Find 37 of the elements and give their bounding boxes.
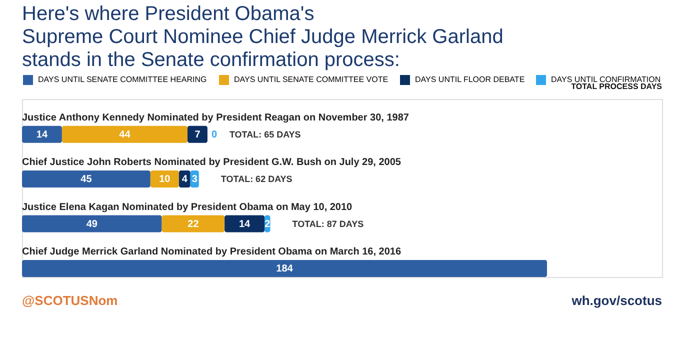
legend-label: DAYS UNTIL SENATE COMMITTEE HEARING <box>38 75 207 84</box>
total-label: TOTAL: 62 DAYS <box>220 174 292 184</box>
bar <box>22 215 162 232</box>
y-tick-label: Justice Anthony Kennedy Nominated by President Reagan on November 30, 1987 <box>22 112 410 124</box>
bar <box>224 215 265 232</box>
legend-label: DAYS UNTIL FLOOR DEBATE <box>415 75 525 84</box>
legend-label: DAYS UNTIL SENATE COMMITTEE VOTE <box>234 75 388 84</box>
data-label: 3 <box>192 174 198 186</box>
data-label: 2 <box>264 218 271 230</box>
y-tick-label: Justice Elena Kagan Nominated by President Obama on May 10, 2010 <box>22 202 353 213</box>
data-label: 4 <box>182 174 188 186</box>
data-label: 184 <box>276 264 294 275</box>
text: TOTAL PROCESS DAYS <box>571 82 663 91</box>
bar <box>62 126 188 143</box>
data-label: 45 <box>80 174 92 186</box>
text: @SCOTUSNom <box>22 293 118 308</box>
y-tick-label: Chief Judge Merrick Garland Nominated by President Obama on March 16, 2016 <box>22 246 402 258</box>
bar <box>22 170 150 188</box>
bar <box>150 170 179 188</box>
total-label: TOTAL: 87 DAYS <box>292 218 364 229</box>
bar <box>22 126 62 143</box>
data-label: 49 <box>86 218 98 230</box>
data-label: 14 <box>238 218 251 230</box>
bar <box>162 215 225 232</box>
data-label: 44 <box>119 129 131 140</box>
data-label: 7 <box>194 129 201 140</box>
chart-title: Here's where President Obama's Supreme Court Nominee Chief Judge Merrick Garland stands in the Senate confirmation process: <box>22 3 504 71</box>
bar <box>187 126 208 143</box>
legend-label: DAYS UNTIL CONFIRMATION <box>551 75 661 84</box>
bar <box>22 260 547 277</box>
data-label: 10 <box>159 174 171 186</box>
data-label: 0 <box>211 129 218 140</box>
data-label: 22 <box>188 218 200 230</box>
y-tick-label: Chief Justice John Roberts Nominated by President G.W. Bush on July 29, 2005 <box>22 157 402 168</box>
text: wh.gov/scotus <box>570 293 662 308</box>
total-label: TOTAL: 65 DAYS <box>229 129 301 140</box>
data-label: 14 <box>36 129 48 140</box>
